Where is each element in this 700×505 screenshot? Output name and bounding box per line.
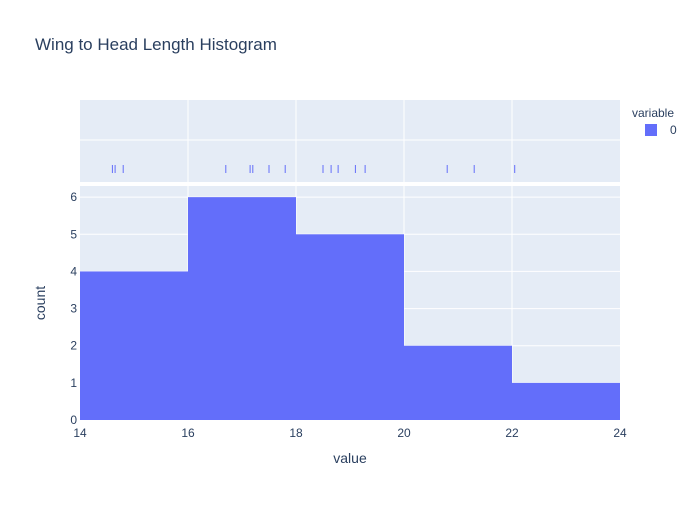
x-tick-label: 22 bbox=[505, 426, 519, 440]
rug-plot-background bbox=[80, 100, 620, 182]
chart-title: Wing to Head Length Histogram bbox=[35, 35, 277, 54]
y-tick-label: 3 bbox=[70, 302, 77, 316]
y-tick-label: 1 bbox=[70, 376, 77, 390]
y-axis-title: count bbox=[32, 286, 48, 320]
y-tick-label: 4 bbox=[70, 264, 77, 278]
x-tick-label: 16 bbox=[181, 426, 195, 440]
y-tick-label: 5 bbox=[70, 227, 77, 241]
y-tick-label: 6 bbox=[70, 190, 77, 204]
legend-entry-label[interactable]: 0 bbox=[670, 123, 677, 137]
legend-title: variable bbox=[632, 106, 674, 120]
x-tick-label: 18 bbox=[289, 426, 303, 440]
histogram-bar[interactable] bbox=[80, 271, 188, 420]
histogram-bar[interactable] bbox=[512, 382, 620, 420]
y-tick-label: 2 bbox=[70, 339, 77, 353]
histogram-bar[interactable] bbox=[404, 345, 512, 420]
x-axis-title: value bbox=[333, 450, 367, 466]
y-tick-label: 0 bbox=[70, 413, 77, 427]
histogram-bar[interactable] bbox=[188, 197, 296, 420]
x-tick-label: 14 bbox=[73, 426, 87, 440]
legend-swatch[interactable] bbox=[645, 124, 657, 136]
x-tick-label: 24 bbox=[613, 426, 627, 440]
x-tick-label: 20 bbox=[397, 426, 411, 440]
histogram-bar[interactable] bbox=[296, 234, 404, 420]
